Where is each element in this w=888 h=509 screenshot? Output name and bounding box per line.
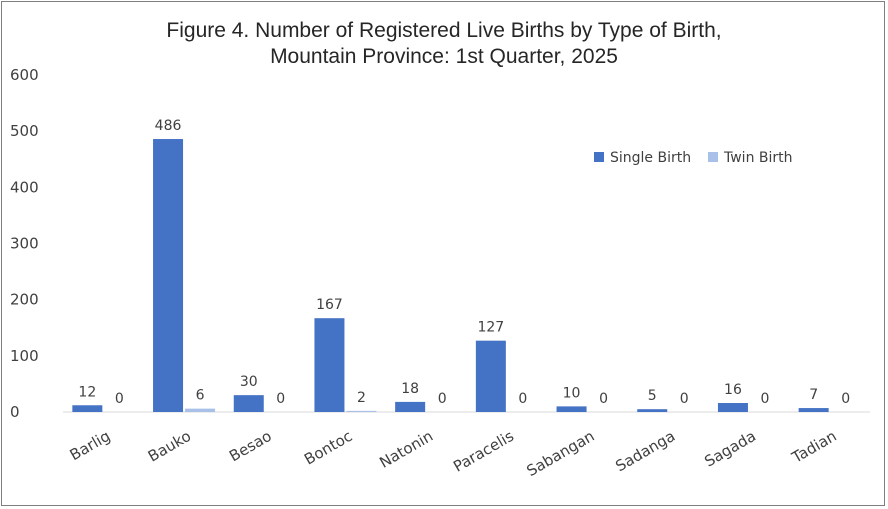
- data-label-single-birth: 18: [401, 381, 419, 397]
- data-label-single-birth: 12: [78, 384, 96, 400]
- data-label-single-birth: 127: [477, 320, 504, 336]
- bar-single-birth: [395, 401, 426, 412]
- y-tick-label: 300: [10, 235, 39, 253]
- data-label-twin-birth: 0: [115, 391, 124, 407]
- y-tick-label: 200: [10, 291, 39, 309]
- legend-label-single-birth: Single Birth: [610, 150, 691, 166]
- bar-single-birth: [314, 318, 345, 412]
- data-label-single-birth: 167: [316, 297, 343, 313]
- bar-single-birth: [556, 406, 587, 412]
- data-label-twin-birth: 0: [760, 391, 769, 407]
- chart-title-line-2: Mountain Province: 1st Quarter, 2025: [270, 45, 618, 68]
- bar-single-birth: [637, 409, 668, 412]
- bar-single-birth: [798, 408, 829, 412]
- bar-twin-birth: [346, 410, 377, 412]
- bar-single-birth: [72, 405, 103, 412]
- bar-single-birth: [717, 403, 748, 412]
- y-tick-label: 100: [10, 347, 39, 365]
- data-label-twin-birth: 0: [518, 391, 527, 407]
- legend-swatch-twin-birth: [708, 152, 718, 162]
- data-label-twin-birth: 0: [599, 391, 608, 407]
- x-tick-label: Sabangan: [523, 427, 597, 480]
- chart-title-line-1: Figure 4. Number of Registered Live Birt…: [166, 19, 722, 42]
- legend-swatch-single-birth: [594, 152, 604, 162]
- x-tick-label: Bontoc: [301, 427, 355, 469]
- data-label-single-birth: 10: [563, 385, 581, 401]
- data-label-single-birth: 486: [155, 118, 182, 134]
- x-tick-label: Sagada: [701, 427, 759, 471]
- x-tick-label: Sadanga: [612, 427, 678, 475]
- x-tick-label: Bauko: [145, 427, 194, 466]
- data-label-single-birth: 16: [724, 382, 742, 398]
- data-label-single-birth: 7: [809, 387, 818, 403]
- y-tick-label: 0: [10, 403, 20, 421]
- x-tick-label: Tadian: [788, 427, 840, 467]
- bar-twin-birth: [185, 408, 216, 412]
- y-tick-label: 600: [10, 66, 39, 84]
- x-tick-label: Besao: [226, 427, 275, 465]
- legend-label-twin-birth: Twin Birth: [723, 150, 793, 166]
- x-tick-label: Natonin: [376, 427, 436, 472]
- data-label-twin-birth: 2: [357, 390, 366, 406]
- bar-single-birth: [233, 395, 264, 412]
- data-label-twin-birth: 0: [276, 391, 285, 407]
- data-label-twin-birth: 6: [196, 388, 205, 404]
- y-tick-label: 400: [10, 178, 39, 196]
- chart-title: Figure 4. Number of Registered Live Birt…: [0, 18, 888, 70]
- data-label-single-birth: 30: [240, 374, 258, 390]
- data-label-twin-birth: 0: [680, 391, 689, 407]
- data-label-twin-birth: 0: [438, 391, 447, 407]
- bar-single-birth: [153, 139, 184, 412]
- data-label-single-birth: 5: [648, 388, 657, 404]
- bar-single-birth: [475, 340, 506, 412]
- x-tick-label: Paracelis: [450, 427, 517, 476]
- x-tick-label: Barlig: [67, 427, 114, 464]
- y-tick-label: 500: [10, 122, 39, 140]
- data-label-twin-birth: 0: [841, 391, 850, 407]
